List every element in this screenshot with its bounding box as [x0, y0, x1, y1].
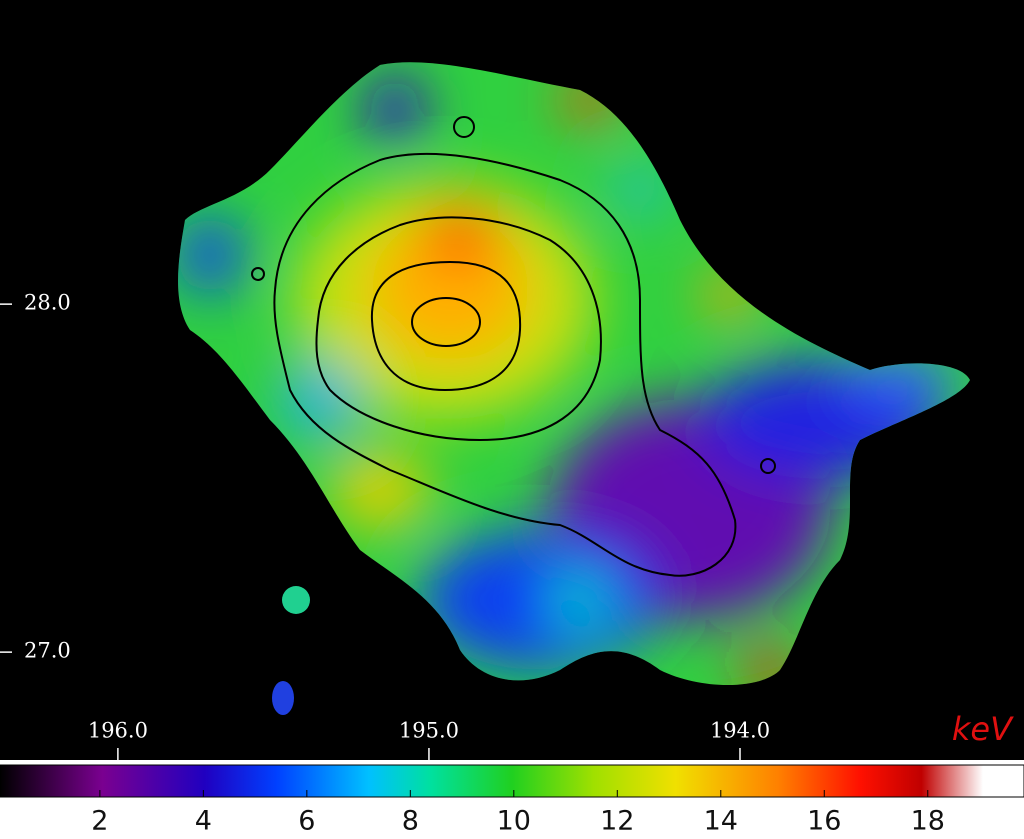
colorbar-tick-label: 14 — [704, 806, 738, 837]
colorbar-tick-label: 8 — [402, 806, 419, 837]
colorbar-tick-label: 4 — [195, 806, 212, 837]
y-tick-label: 27.0 — [24, 639, 71, 663]
contours — [251, 116, 776, 577]
colorbar-tick-label: 6 — [298, 806, 315, 837]
x-tick-label: 195.0 — [399, 719, 459, 743]
colorbar-tick-label: 16 — [807, 806, 841, 837]
source-blob — [272, 681, 294, 715]
colorbar-tick-label: 2 — [91, 806, 108, 837]
y-tick-label: 28.0 — [24, 291, 71, 315]
colorbar-tick-label: 10 — [497, 806, 531, 837]
colorbar-label: keV — [952, 710, 1014, 748]
colorbar-tick-label: 18 — [911, 806, 945, 837]
source-blob — [282, 586, 310, 614]
colorbar — [0, 764, 1024, 798]
colorbar-tick-label: 12 — [600, 806, 634, 837]
x-tick-label: 196.0 — [88, 719, 148, 743]
x-tick-label: 194.0 — [710, 719, 770, 743]
